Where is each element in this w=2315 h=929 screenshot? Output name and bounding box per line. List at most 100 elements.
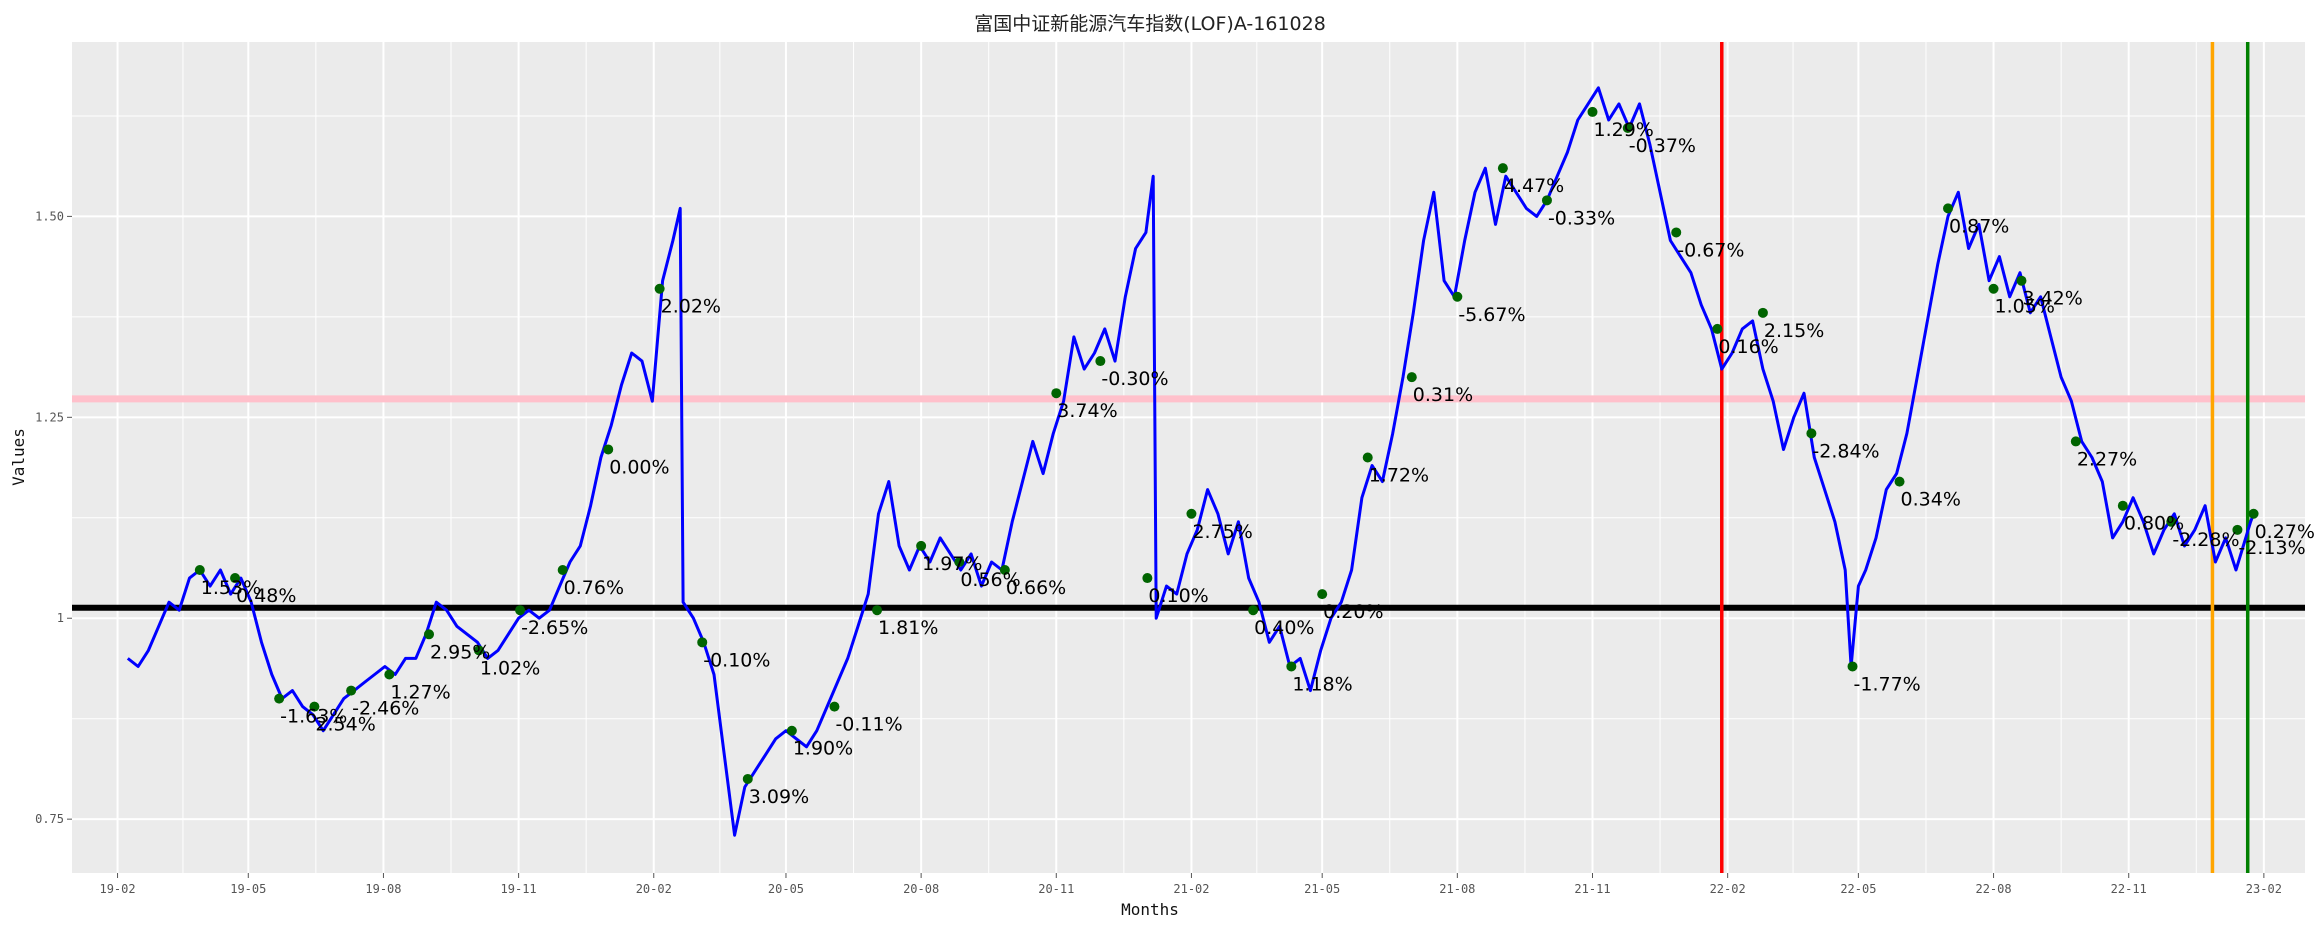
annotation-label: 4.47% xyxy=(1504,175,1564,197)
annotation-marker xyxy=(384,669,395,680)
annotation-label: 0.10% xyxy=(1148,585,1208,607)
annotation-label: -0.10% xyxy=(703,649,770,671)
annotation-marker xyxy=(473,645,484,656)
annotation-marker xyxy=(230,573,241,584)
plot-panel xyxy=(72,42,2305,873)
annotation-marker xyxy=(1317,589,1328,600)
y-tick-label: 1 xyxy=(57,611,64,625)
annotation-label: 0.16% xyxy=(1718,336,1778,358)
annotation-marker xyxy=(2070,436,2081,447)
y-axis: 0.75 1 1.25 1.50 xyxy=(35,209,72,826)
y-axis-title: Values xyxy=(9,428,28,486)
annotation-label: -0.33% xyxy=(1548,207,1615,229)
annotation-label: -2.13% xyxy=(2238,537,2305,559)
annotation-label: 0.40% xyxy=(1254,617,1314,639)
annotation-marker xyxy=(1757,307,1768,318)
annotation-marker xyxy=(1095,356,1106,367)
annotation-marker xyxy=(954,556,965,567)
y-tick-label: 1.25 xyxy=(35,410,64,424)
annotation-marker xyxy=(1452,291,1463,302)
annotation-label: -0.67% xyxy=(1677,239,1744,261)
annotation-marker xyxy=(2248,508,2259,519)
annotation-label: 0.87% xyxy=(1949,215,2009,237)
annotation-label: -2.65% xyxy=(521,617,588,639)
annotation-label: -0.37% xyxy=(1629,135,1696,157)
annotation-label: -5.67% xyxy=(1458,304,1525,326)
annotation-marker xyxy=(786,725,797,736)
x-tick-label: 21-02 xyxy=(1173,882,1209,896)
annotation-marker xyxy=(515,605,526,616)
x-tick-label: 20-11 xyxy=(1038,882,1074,896)
annotation-markers xyxy=(194,106,2259,784)
annotation-label: 0.48% xyxy=(236,585,296,607)
annotation-label: 1.81% xyxy=(878,617,938,639)
x-tick-label: 22-11 xyxy=(2111,882,2147,896)
annotation-label: 1.27% xyxy=(390,681,450,703)
annotation-label: 1.18% xyxy=(1292,673,1352,695)
annotation-marker xyxy=(1497,163,1508,174)
annotation-marker xyxy=(274,693,285,704)
annotation-marker xyxy=(742,773,753,784)
annotation-label: 3.09% xyxy=(749,786,809,808)
annotation-marker xyxy=(309,701,320,712)
annotation-marker xyxy=(423,629,434,640)
annotation-marker xyxy=(1622,122,1633,133)
annotation-label: 1.29% xyxy=(1593,119,1653,141)
annotation-marker xyxy=(1406,372,1417,383)
annotation-marker xyxy=(1943,203,1954,214)
x-tick-label: 22-05 xyxy=(1840,882,1876,896)
annotation-labels: 1.53%0.48%-1.63%2.54%-2.46%1.27%2.95%1.0… xyxy=(201,119,2315,808)
annotation-label: -2.28% xyxy=(2172,529,2239,551)
annotation-marker xyxy=(1362,452,1373,463)
annotation-label: -1.77% xyxy=(1854,673,1921,695)
x-tick-label: 23-02 xyxy=(2246,882,2282,896)
annotation-label: -1.63% xyxy=(280,706,347,728)
annotation-label: 0.66% xyxy=(1006,577,1066,599)
annotation-label: 0.80% xyxy=(2124,513,2184,535)
y-tick-label: 1.50 xyxy=(35,209,64,223)
annotation-marker xyxy=(2117,500,2128,511)
x-tick-label: 20-02 xyxy=(636,882,672,896)
annotation-marker xyxy=(1142,573,1153,584)
annotation-label: 2.15% xyxy=(1764,320,1824,342)
x-tick-label: 19-08 xyxy=(365,882,401,896)
x-tick-label: 20-08 xyxy=(903,882,939,896)
annotation-label: -0.11% xyxy=(835,714,902,736)
annotation-marker xyxy=(603,444,614,455)
x-axis-title: Months xyxy=(1121,900,1179,919)
x-tick-label: 19-11 xyxy=(501,882,537,896)
annotation-marker xyxy=(1847,661,1858,672)
annotation-label: -2.46% xyxy=(352,698,419,720)
annotation-marker xyxy=(697,637,708,648)
annotation-marker xyxy=(916,540,927,551)
x-tick-label: 21-11 xyxy=(1574,882,1610,896)
annotation-label: 3.42% xyxy=(2022,288,2082,310)
y-tick-label: 0.75 xyxy=(35,812,64,826)
annotation-label: 1.90% xyxy=(793,738,853,760)
grid-major xyxy=(72,42,2305,873)
annotation-marker xyxy=(346,685,357,696)
series-line xyxy=(126,86,2256,837)
x-tick-label: 22-02 xyxy=(1710,882,1746,896)
annotation-label: 1.72% xyxy=(1369,465,1429,487)
x-tick-label: 19-02 xyxy=(99,882,135,896)
annotation-label: 1.97% xyxy=(922,553,982,575)
annotation-marker xyxy=(2166,516,2177,527)
annotation-marker xyxy=(654,283,665,294)
annotation-label: 2.54% xyxy=(315,714,375,736)
annotation-marker xyxy=(1051,388,1062,399)
annotation-marker xyxy=(194,565,205,576)
annotation-marker xyxy=(557,565,568,576)
x-tick-label: 22-08 xyxy=(1975,882,2011,896)
annotation-marker xyxy=(829,701,840,712)
annotation-label: 0.31% xyxy=(1413,384,1473,406)
x-tick-label: 20-05 xyxy=(768,882,804,896)
annotation-label: 0.34% xyxy=(1901,489,1961,511)
annotation-marker xyxy=(2232,524,2243,535)
annotation-marker xyxy=(1671,227,1682,238)
annotation-marker xyxy=(2016,275,2027,286)
annotation-marker xyxy=(872,605,883,616)
annotation-label: -2.84% xyxy=(1812,440,1879,462)
annotation-marker xyxy=(1541,195,1552,206)
